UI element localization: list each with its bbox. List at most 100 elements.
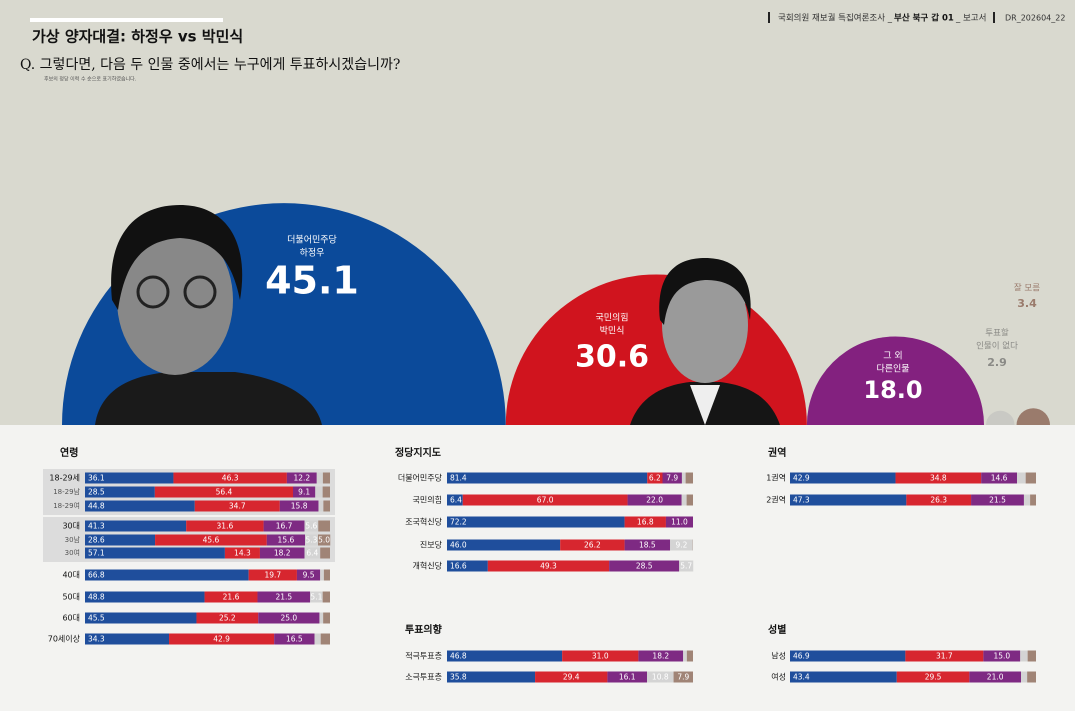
bar-segment bbox=[1023, 494, 1031, 506]
bar-segment bbox=[790, 494, 907, 506]
bar-segment bbox=[320, 547, 330, 559]
value-label: 5.1 bbox=[310, 593, 322, 602]
bar-segment bbox=[1017, 472, 1026, 484]
row-label: 개혁신당 bbox=[413, 561, 443, 571]
bar-segment bbox=[296, 569, 321, 581]
bar-segment bbox=[154, 486, 294, 498]
bar-segment bbox=[560, 539, 625, 551]
value-label: 31.7 bbox=[936, 652, 953, 661]
row-label: 소극투표층 bbox=[405, 673, 442, 682]
value-label: 28.5 bbox=[88, 488, 105, 497]
bubble bbox=[1016, 408, 1050, 425]
value-label: 34.7 bbox=[229, 502, 246, 511]
row-label: 18-29여 bbox=[53, 501, 80, 510]
bubble-label: 더불어민주당 bbox=[287, 235, 337, 246]
bar-segment bbox=[85, 612, 197, 624]
value-label: 57.1 bbox=[88, 549, 105, 558]
row-label: 조국혁신당 bbox=[405, 517, 442, 527]
bar-segment bbox=[607, 671, 647, 683]
value-label: 5.0 bbox=[318, 536, 330, 545]
bar-segment bbox=[905, 650, 984, 662]
bar-segment bbox=[263, 520, 305, 532]
value-label: 46.9 bbox=[793, 652, 810, 661]
bar-segment bbox=[906, 494, 972, 506]
value-label: 5.6 bbox=[305, 522, 317, 531]
value-label: 16.8 bbox=[637, 518, 654, 527]
bar-segment bbox=[683, 650, 687, 662]
bar-segment bbox=[323, 569, 330, 581]
bar-segment bbox=[681, 494, 687, 506]
value-label: 21.5 bbox=[989, 496, 1006, 505]
bar-segment bbox=[194, 500, 280, 512]
bar-segment bbox=[673, 671, 693, 683]
row-label: 70세이상 bbox=[48, 634, 81, 644]
bar-segment bbox=[686, 494, 693, 506]
value-label: 11.0 bbox=[671, 518, 688, 527]
row-label: 남성 bbox=[771, 652, 786, 661]
value-label: 48.8 bbox=[88, 593, 105, 602]
bubble-value: 45.1 bbox=[265, 259, 359, 303]
value-label: 45.6 bbox=[203, 536, 220, 545]
value-label: 42.9 bbox=[213, 635, 230, 644]
bar-segment bbox=[686, 650, 693, 662]
value-label: 28.6 bbox=[88, 536, 105, 545]
row-label: 적극투표층 bbox=[405, 651, 442, 661]
bar-segment bbox=[665, 516, 693, 528]
row-label: 1권역 bbox=[766, 473, 786, 483]
note: 후보의 정당 이력 수 순으로 표기하였습니다. bbox=[44, 76, 137, 83]
header-rule bbox=[768, 12, 770, 23]
value-label: 66.8 bbox=[88, 571, 105, 580]
bubble bbox=[986, 410, 1015, 425]
section-title: 성별 bbox=[768, 623, 786, 636]
bar-segment bbox=[662, 472, 682, 484]
row-label: 30남 bbox=[65, 535, 81, 544]
bar-segment bbox=[257, 591, 311, 603]
bubble-value: 2.9 bbox=[987, 356, 1007, 369]
bar-segment bbox=[790, 472, 896, 484]
header-rule bbox=[993, 12, 995, 23]
bar-segment bbox=[315, 486, 323, 498]
bar-segment bbox=[971, 494, 1024, 506]
value-label: 34.8 bbox=[930, 474, 947, 483]
person-body bbox=[95, 372, 322, 425]
row-label: 2권역 bbox=[766, 495, 786, 505]
value-label: 6.4 bbox=[306, 549, 318, 558]
value-label: 21.0 bbox=[987, 673, 1004, 682]
bubble-value: 18.0 bbox=[863, 376, 922, 404]
bar-segment bbox=[186, 520, 264, 532]
value-label: 46.3 bbox=[222, 474, 239, 483]
row-label: 30대 bbox=[62, 522, 80, 531]
row-label: 18-29세 bbox=[49, 474, 80, 483]
photos bbox=[95, 205, 780, 425]
bar-segment bbox=[624, 516, 666, 528]
row-label: 40대 bbox=[62, 571, 80, 580]
bar-segment bbox=[85, 591, 205, 603]
bar-segment bbox=[85, 472, 174, 484]
bubble-label: 투표할 bbox=[985, 328, 1009, 339]
bubble bbox=[806, 336, 985, 425]
bubble-label: 다른인물 bbox=[876, 364, 909, 375]
value-label: 29.4 bbox=[563, 673, 580, 682]
bar-segment bbox=[155, 534, 267, 546]
value-label: 26.3 bbox=[930, 496, 947, 505]
value-label: 18.2 bbox=[274, 549, 291, 558]
bubble-label: 인물이 없다 bbox=[976, 341, 1018, 352]
person-face bbox=[117, 225, 233, 375]
bar-segment bbox=[670, 539, 693, 551]
doc-type: _ 보고서 bbox=[955, 14, 986, 24]
bar-segment bbox=[316, 472, 323, 484]
row-label: 진보당 bbox=[420, 540, 443, 550]
bubble-value: 30.6 bbox=[575, 340, 649, 375]
value-label: 6.2 bbox=[649, 474, 661, 483]
value-label: 43.4 bbox=[793, 673, 810, 682]
row-label: 여성 bbox=[771, 672, 786, 682]
value-label: 6.4 bbox=[450, 496, 462, 505]
section-title: 정당지지도 bbox=[395, 446, 441, 459]
bar-segment bbox=[319, 612, 324, 624]
bar-segment bbox=[447, 472, 648, 484]
bubble-label: 잘 모름 bbox=[1014, 283, 1040, 294]
bar-segment bbox=[304, 520, 319, 532]
value-label: 5.3 bbox=[306, 536, 318, 545]
value-label: 56.4 bbox=[216, 488, 233, 497]
